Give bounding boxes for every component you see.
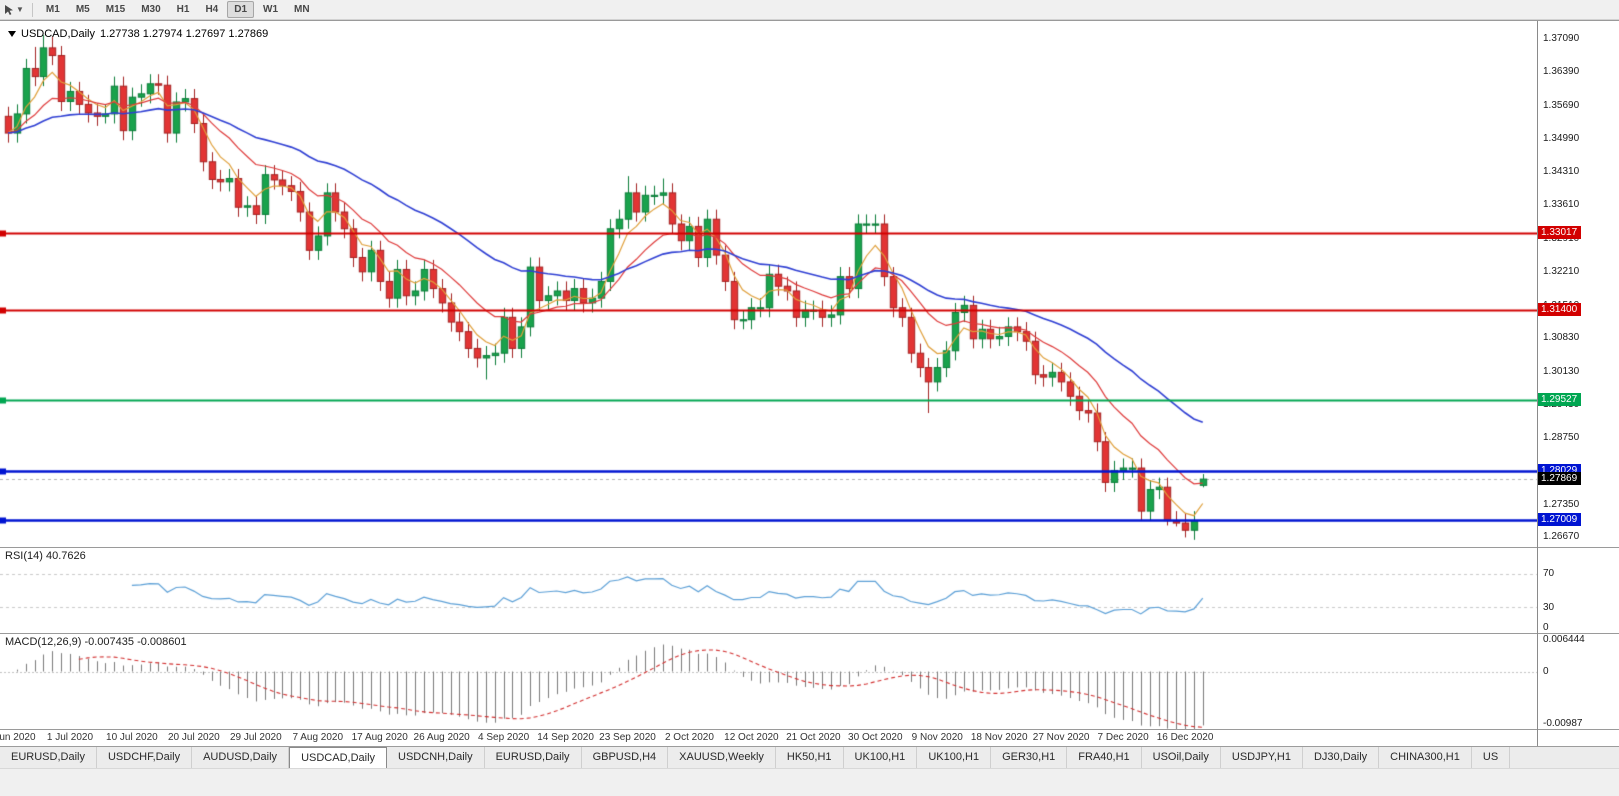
bottom-strip: [0, 768, 1619, 796]
timeframe-button-d1[interactable]: D1: [227, 1, 255, 18]
date-axis-label: 9 Nov 2020: [911, 732, 963, 743]
chart-ohlc-values: 1.27738 1.27974 1.27697 1.27869: [99, 28, 269, 40]
date-axis-label: 30 Oct 2020: [848, 732, 903, 743]
date-axis-label: 26 Aug 2020: [413, 732, 470, 743]
price-line-badge: 1.29527: [1538, 392, 1582, 406]
chart-tab-usdcad-daily[interactable]: USDCAD,Daily: [289, 747, 388, 768]
timeframe-button-m30[interactable]: M30: [141, 4, 161, 15]
date-axis-label: 7 Aug 2020: [292, 732, 344, 743]
macd-axis-label: -0.00987: [1543, 718, 1583, 729]
price-axis-tick: 1.32210: [1543, 266, 1580, 278]
chart-tab-us[interactable]: US: [1471, 747, 1511, 768]
price-chart-canvas[interactable]: [0, 23, 1537, 547]
price-axis-tick: 1.34310: [1543, 165, 1580, 177]
chart-tab-china300-h1[interactable]: CHINA300,H1: [1379, 747, 1472, 768]
date-axis-label: 23 Sep 2020: [599, 732, 656, 743]
timeframe-button-h1[interactable]: H1: [176, 4, 190, 15]
macd-pane: MACD(12,26,9) -0.007435 -0.008601: [0, 633, 1619, 729]
chart-tab-uk100-h1[interactable]: UK100,H1: [917, 747, 992, 768]
chart-tab-bar: EURUSD,Daily USDCHF,Daily AUDUSD,Daily USDC…: [0, 746, 1619, 768]
macd-axis-label: 0.006444: [1543, 634, 1585, 645]
chart-symbol-label: USDCAD,Daily: [21, 28, 95, 40]
date-axis-label: 18 Nov 2020: [970, 732, 1028, 743]
chart-window: USDCAD,Daily 1.27738 1.27974 1.27697 1.2…: [0, 20, 1619, 747]
rsi-axis-label: 0: [1543, 622, 1549, 633]
date-axis-label: 1 Jul 2020: [46, 732, 94, 743]
date-axis[interactable]: 22 Jun 2020 1 Jul 2020 10 Jul 2020 20 Jul 2…: [0, 729, 1619, 747]
timeframe-button-mn[interactable]: MN: [294, 4, 310, 15]
chart-cursor-icon[interactable]: ▼: [0, 1, 27, 19]
dropdown-caret-icon[interactable]: ▼: [16, 5, 24, 14]
macd-indicator-label: MACD(12,26,9) -0.007435 -0.008601: [5, 636, 187, 648]
chart-tab-usdcnh-daily[interactable]: USDCNH,Daily: [387, 747, 485, 768]
date-axis-label: 17 Aug 2020: [351, 732, 408, 743]
date-axis-label: 20 Jul 2020: [167, 732, 220, 743]
toolbar-separator: [31, 2, 33, 17]
price-axis-tick: 1.30130: [1543, 365, 1580, 377]
chart-tab-audusd-daily[interactable]: AUDUSD,Daily: [192, 747, 290, 768]
chart-tab-usdchf-daily[interactable]: USDCHF,Daily: [96, 747, 193, 768]
date-axis-label: 7 Dec 2020: [1097, 732, 1149, 743]
rsi-canvas[interactable]: [0, 548, 1537, 633]
date-axis-label: 29 Jul 2020: [229, 732, 282, 743]
timeframe-button-m5[interactable]: M5: [75, 4, 90, 15]
chart-tab-ger30-h1[interactable]: GER30,H1: [991, 747, 1068, 768]
price-axis-tick: 1.28750: [1543, 431, 1580, 443]
date-axis-label: 4 Sep 2020: [478, 732, 530, 743]
chart-tab-fra40-h1[interactable]: FRA40,H1: [1067, 747, 1142, 768]
price-axis-tick: 1.37090: [1543, 32, 1580, 44]
chart-tab-eurusd-daily[interactable]: EURUSD,Daily: [484, 747, 582, 768]
price-axis[interactable]: 1.37090 1.36390 1.35690 1.34990 1.34310 1.336…: [1537, 21, 1619, 747]
price-axis-tick: 1.30830: [1543, 332, 1580, 344]
price-axis-tick: 1.27350: [1543, 498, 1580, 510]
timeframe-buttons: M1 M5 M15 M30 H1 H4 D1 W1 MN: [38, 1, 318, 18]
date-axis-label: 12 Oct 2020: [724, 732, 779, 743]
date-axis-label: 22 Jun 2020: [0, 732, 36, 743]
symbol-menu-icon[interactable]: [8, 31, 16, 37]
rsi-axis-label: 70: [1543, 567, 1555, 579]
chart-tab-usoil-daily[interactable]: USOil,Daily: [1141, 747, 1221, 768]
price-axis-tick: 1.33610: [1543, 199, 1580, 211]
date-axis-label: 16 Dec 2020: [1156, 732, 1214, 743]
price-line-badge: 1.31400: [1538, 303, 1582, 317]
current-price-badge: 1.27869: [1538, 472, 1582, 486]
price-axis-tick: 1.36390: [1543, 66, 1580, 78]
macd-axis-label: 0: [1543, 665, 1549, 677]
date-axis-label: 27 Nov 2020: [1032, 732, 1090, 743]
rsi-pane: RSI(14) 40.7626: [0, 547, 1619, 633]
price-axis-tick: 1.34990: [1543, 133, 1580, 145]
chart-tab-dj30-daily[interactable]: DJ30,Daily: [1302, 747, 1380, 768]
price-axis-tick: 1.35690: [1543, 99, 1580, 111]
chart-tab-eurusd-daily[interactable]: EURUSD,Daily: [0, 747, 97, 768]
timeframe-button-w1[interactable]: W1: [263, 4, 279, 15]
date-axis-label: 21 Oct 2020: [786, 732, 841, 743]
timeframe-button-m15[interactable]: M15: [105, 4, 126, 15]
price-axis-tick: 1.26670: [1543, 531, 1580, 543]
date-axis-label: 2 Oct 2020: [664, 732, 714, 743]
timeframe-button-h4[interactable]: H4: [205, 4, 219, 15]
chart-tab-uk100-h1[interactable]: UK100,H1: [843, 747, 918, 768]
chart-tab-hk50-h1[interactable]: HK50,H1: [775, 747, 844, 768]
price-line-badge: 1.33017: [1538, 225, 1582, 239]
rsi-indicator-label: RSI(14) 40.7626: [5, 550, 86, 562]
cursor-arrow-icon: [5, 4, 13, 15]
date-axis-label: 10 Jul 2020: [106, 732, 158, 743]
price-line-badge: 1.27009: [1538, 513, 1582, 527]
date-axis-label: 14 Sep 2020: [537, 732, 594, 743]
timeframe-toolbar: ▼ M1 M5 M15 M30 H1 H4 D1 W1 MN: [0, 0, 1619, 20]
chart-tab-usdjpy-h1[interactable]: USDJPY,H1: [1220, 747, 1303, 768]
macd-canvas[interactable]: [0, 634, 1537, 729]
rsi-axis-label: 30: [1543, 601, 1555, 613]
chart-title: USDCAD,Daily 1.27738 1.27974 1.27697 1.2…: [8, 28, 268, 40]
chart-tab-xauusd-weekly[interactable]: XAUUSD,Weekly: [668, 747, 776, 768]
timeframe-button-m1[interactable]: M1: [45, 4, 60, 15]
chart-tab-gbpusd-h4[interactable]: GBPUSD,H4: [581, 747, 669, 768]
